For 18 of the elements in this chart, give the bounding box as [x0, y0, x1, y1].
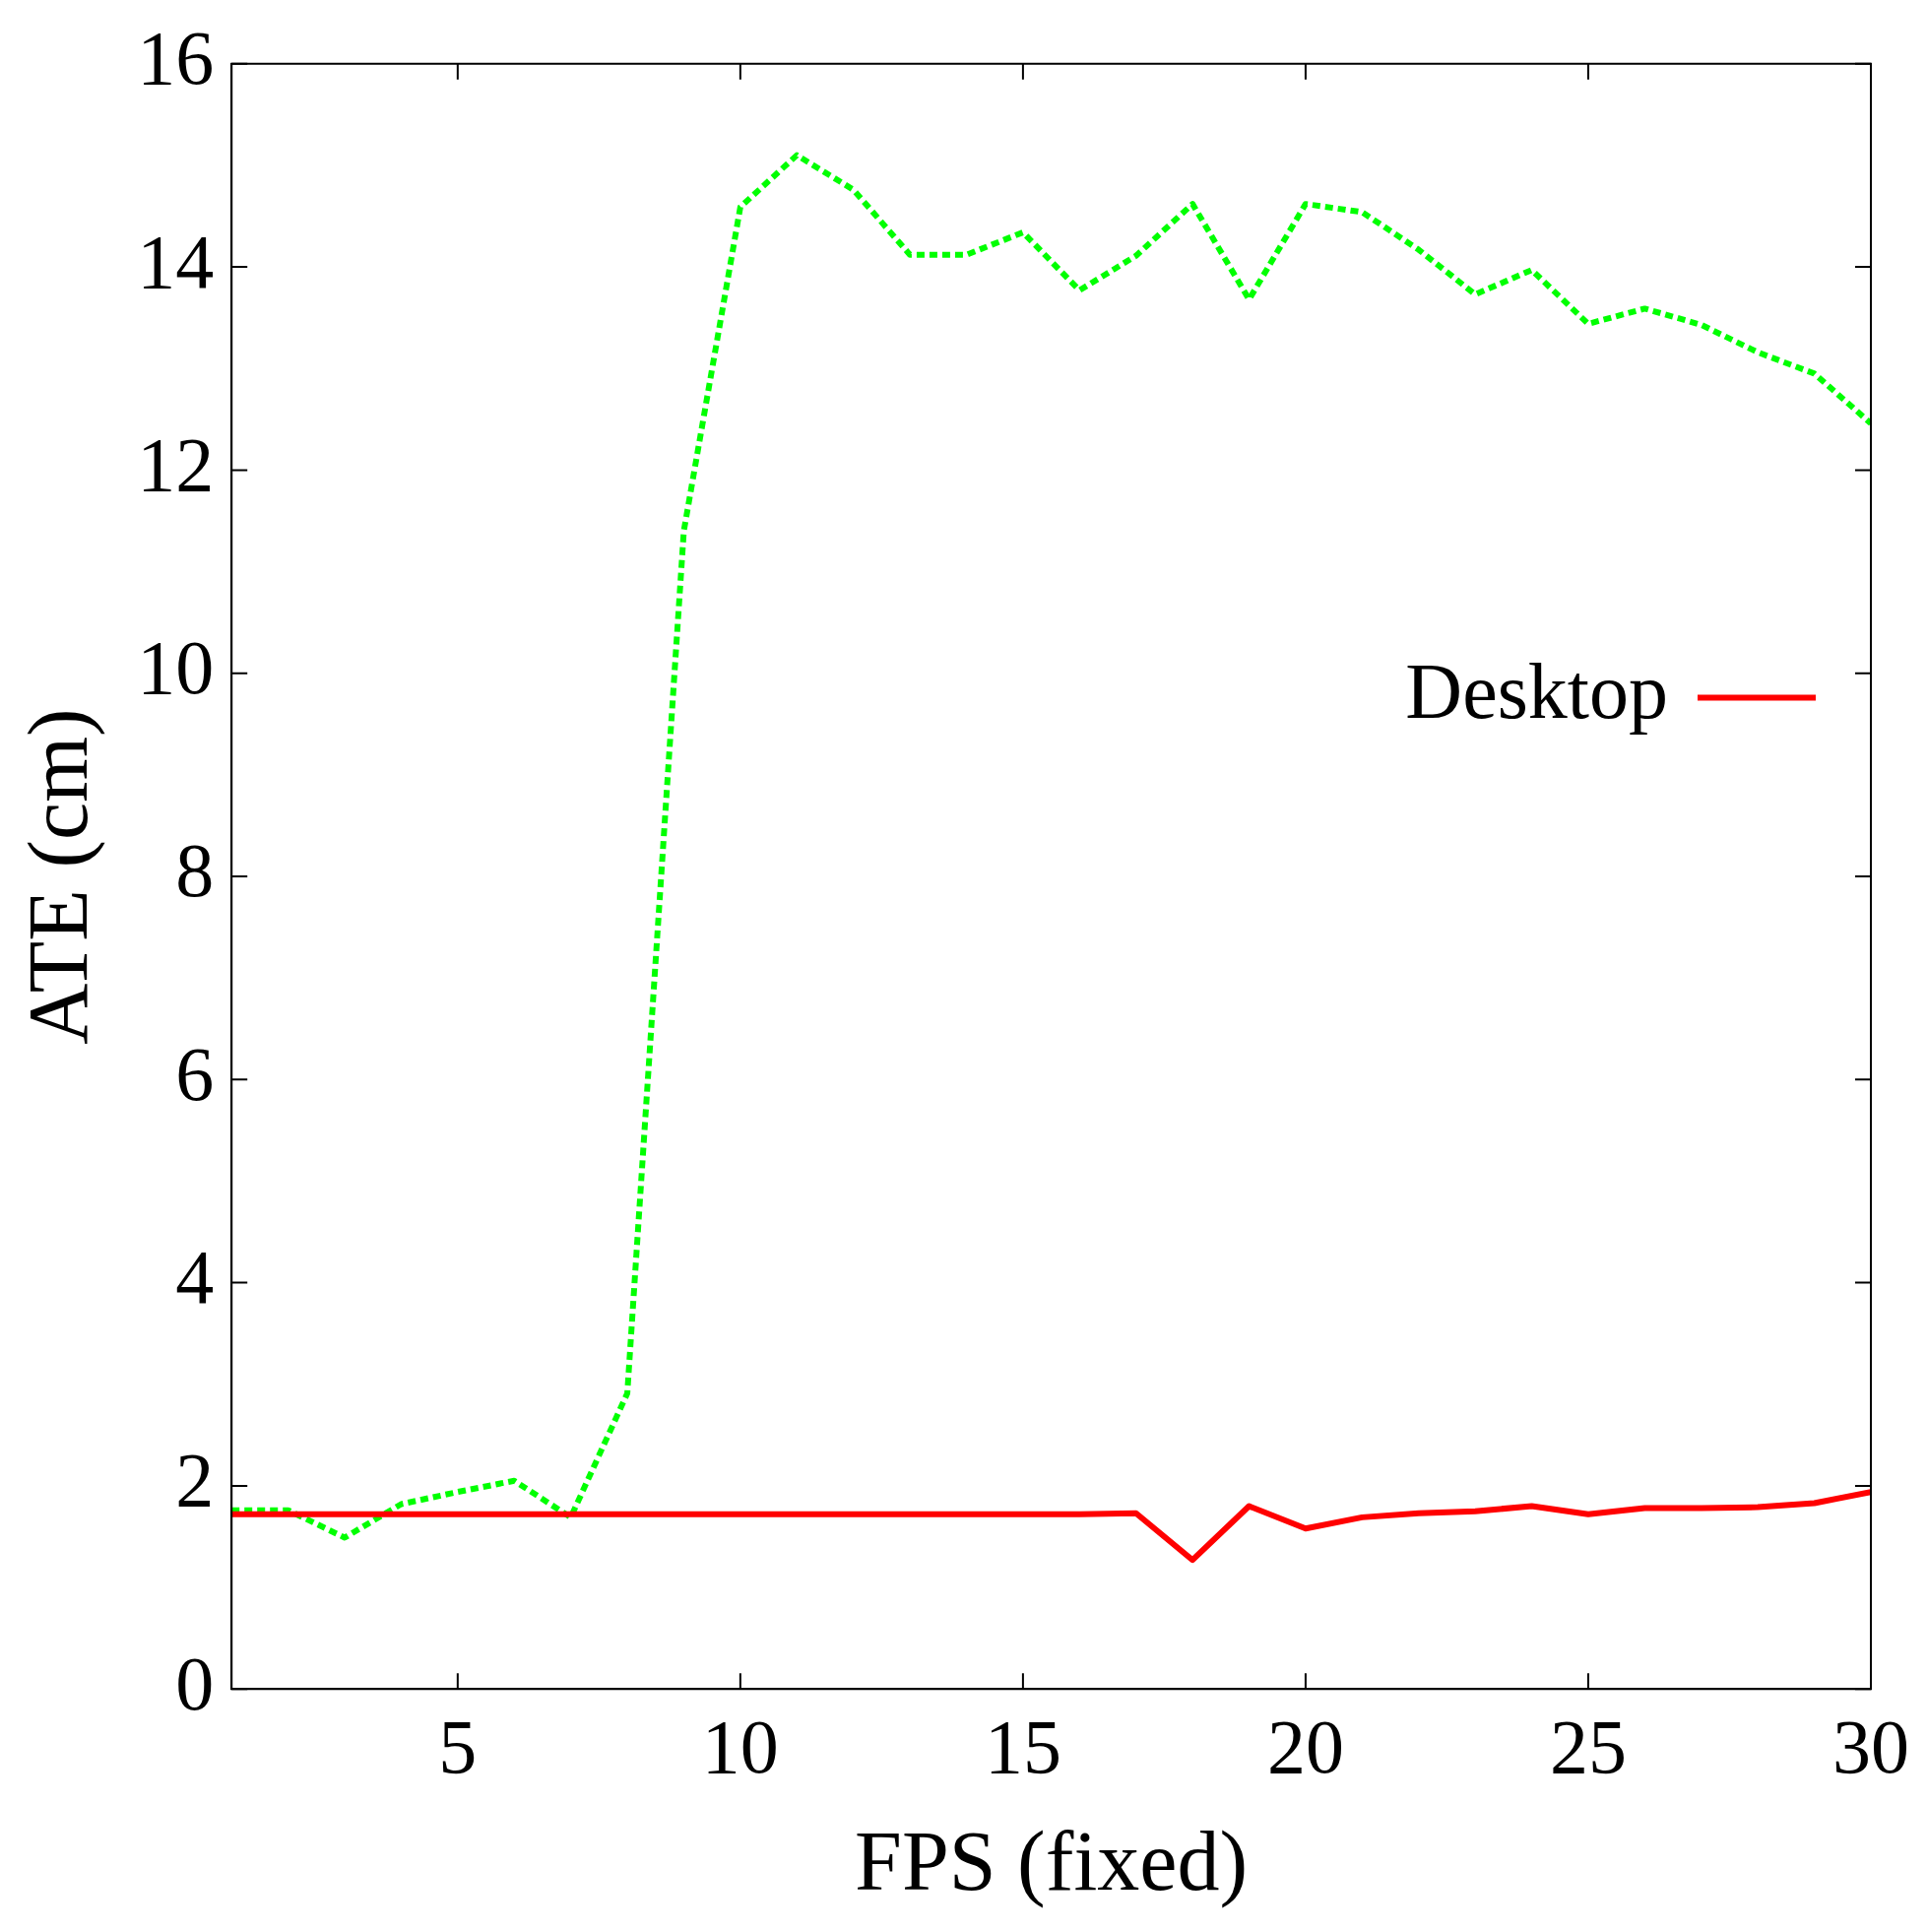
y-tick-label: 6: [175, 1030, 215, 1117]
x-tick-label: 25: [1549, 1704, 1627, 1790]
x-tick-label: 20: [1266, 1704, 1344, 1790]
y-tick-label: 14: [137, 218, 215, 304]
y-tick-label: 8: [175, 827, 215, 914]
legend-label: Desktop: [1405, 648, 1668, 736]
x-tick-label: 10: [701, 1704, 779, 1790]
y-axis-title: ATE (cm): [11, 708, 106, 1045]
y-tick-label: 12: [137, 420, 215, 507]
x-axis-title: FPS (fixed): [855, 1813, 1249, 1908]
y-tick-label: 2: [175, 1437, 215, 1523]
y-tick-label: 10: [137, 624, 215, 711]
x-tick-label: 15: [984, 1704, 1061, 1790]
y-tick-label: 16: [137, 15, 215, 101]
y-tick-label: 0: [175, 1640, 215, 1726]
x-tick-label: 5: [438, 1704, 478, 1790]
x-tick-label: 30: [1832, 1704, 1909, 1790]
y-tick-label: 4: [175, 1234, 215, 1320]
